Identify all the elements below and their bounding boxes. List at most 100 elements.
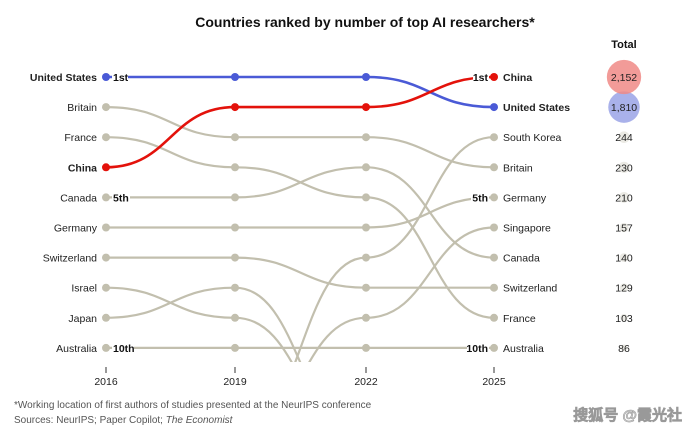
line-singapore xyxy=(308,226,495,362)
sources-prefix: Sources: NeurIPS; Paper Copilot; xyxy=(14,415,166,426)
line-israel xyxy=(105,286,293,362)
rank-label-fifth: 5th xyxy=(113,192,129,204)
rank-label-first: 1st xyxy=(473,72,489,84)
left-label-australia: Australia xyxy=(56,343,97,355)
bubble-south-korea xyxy=(618,131,630,143)
dot-france-2022 xyxy=(362,193,370,202)
dot-germany-2025 xyxy=(490,193,498,202)
left-label-united-states: United States xyxy=(30,72,97,84)
bubble-canada xyxy=(619,253,629,262)
watermark: 搜狐号 @霞光社 xyxy=(573,406,682,424)
year-label-2016: 2016 xyxy=(94,376,118,388)
dot-australia-2016 xyxy=(102,343,110,352)
left-label-france: France xyxy=(64,132,97,144)
right-label-united-states: United States xyxy=(503,102,570,114)
dot-canada-2022 xyxy=(362,163,370,172)
total-britain: 230 xyxy=(615,162,633,174)
dot-japan-2016 xyxy=(102,313,110,322)
bubble-germany xyxy=(618,192,630,203)
dot-france-2025 xyxy=(490,313,498,322)
dot-china-2016 xyxy=(102,163,110,172)
left-label-japan: Japan xyxy=(68,313,97,325)
bubble-britain xyxy=(618,161,630,173)
right-label-canada: Canada xyxy=(503,253,540,265)
dot-britain-2025 xyxy=(490,163,498,172)
dot-united-states-2022 xyxy=(362,73,370,81)
year-label-2019: 2019 xyxy=(223,376,247,388)
sources: Sources: NeurIPS; Paper Copilot; The Eco… xyxy=(14,415,234,426)
total-canada: 140 xyxy=(615,253,633,265)
dot-china-2022 xyxy=(362,103,370,112)
dot-united-states-2019 xyxy=(231,73,239,81)
dot-france-2019 xyxy=(231,163,239,172)
bubble-singapore xyxy=(619,222,629,233)
dot-south-korea-2022 xyxy=(362,253,370,262)
year-axis: 2016 2019 2022 2025 xyxy=(94,367,506,388)
rank-lines xyxy=(105,75,495,362)
year-label-2025: 2025 xyxy=(482,376,506,388)
total-header: Total xyxy=(611,39,636,51)
left-label-switzerland: Switzerland xyxy=(43,253,97,265)
dot-france-2016 xyxy=(102,133,110,142)
rank-label-tenth: 10th xyxy=(113,343,135,355)
right-label-britain: Britain xyxy=(503,162,533,174)
dot-switzerland-2022 xyxy=(362,283,370,292)
dot-canada-2019 xyxy=(231,193,239,202)
dot-israel-2019 xyxy=(231,313,239,322)
country-labels: United States United States China China Brit… xyxy=(30,70,570,355)
line-canada xyxy=(106,166,495,259)
total-south-korea: 244 xyxy=(615,132,633,144)
bubble-switzerland xyxy=(619,283,629,292)
dot-china-2019 xyxy=(231,103,239,112)
rank-label-bg xyxy=(467,340,489,354)
dot-united-states-2016 xyxy=(102,73,110,81)
rank-label-bg xyxy=(471,190,489,204)
line-germany xyxy=(105,196,495,229)
total-china: 2,152 xyxy=(611,72,637,84)
rank-label-fifth: 5th xyxy=(472,192,488,204)
dot-switzerland-2016 xyxy=(102,253,110,262)
line-united-states xyxy=(105,75,495,109)
rank-label-bg xyxy=(112,190,130,204)
dot-germany-2016 xyxy=(102,223,110,232)
footnote: *Working location of first authors of st… xyxy=(14,400,372,411)
left-label-israel: Israel xyxy=(71,283,97,295)
line-south-korea xyxy=(294,136,495,362)
bubble-france xyxy=(620,314,628,322)
dot-switzerland-2025 xyxy=(490,283,498,292)
dot-britain-2019 xyxy=(231,133,239,142)
total-singapore: 157 xyxy=(615,223,633,235)
dot-britain-2016 xyxy=(102,103,110,112)
total-united-states: 1,810 xyxy=(611,102,637,114)
rank-label-tenth: 10th xyxy=(466,343,488,355)
line-britain xyxy=(105,106,495,169)
dot-australia-2019 xyxy=(231,343,239,352)
line-japan xyxy=(105,286,302,362)
total-bubbles: 1,810 2,152 230 103 140 210 129 86 244 157 xyxy=(606,59,642,355)
dot-japan-2019 xyxy=(231,283,239,292)
bubble-australia xyxy=(620,344,628,352)
dot-singapore-2025 xyxy=(490,223,498,232)
line-switzerland xyxy=(106,256,494,289)
rank-dots xyxy=(102,73,498,352)
left-label-canada: Canada xyxy=(60,192,97,204)
dot-australia-2025 xyxy=(490,343,498,352)
year-label-2022: 2022 xyxy=(354,376,378,388)
dot-germany-2019 xyxy=(231,223,239,232)
total-germany: 210 xyxy=(615,192,633,204)
rank-label-bg xyxy=(112,70,128,83)
dot-australia-2022 xyxy=(362,343,370,352)
dot-switzerland-2019 xyxy=(231,253,239,262)
right-label-germany: Germany xyxy=(503,192,547,204)
dot-united-states-2025 xyxy=(490,103,498,112)
dot-britain-2022 xyxy=(362,133,370,142)
total-australia: 86 xyxy=(618,343,630,355)
right-label-china: China xyxy=(503,72,532,84)
right-label-australia: Australia xyxy=(503,343,544,355)
dot-canada-2025 xyxy=(490,253,498,262)
dot-israel-2016 xyxy=(102,283,110,292)
dot-singapore-2022 xyxy=(362,313,370,322)
rank-label-bg xyxy=(473,70,489,83)
rank-label-bg xyxy=(112,340,134,354)
right-label-france: France xyxy=(503,313,536,325)
